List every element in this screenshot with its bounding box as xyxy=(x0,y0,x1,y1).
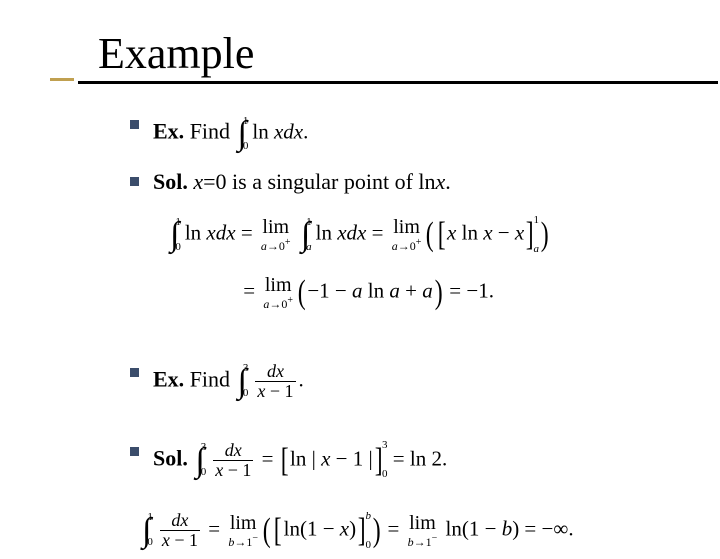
ex-label-2: Ex. xyxy=(153,366,184,391)
title-accent-bar xyxy=(50,78,74,81)
sol-label-2: Sol. xyxy=(153,445,188,470)
bullet-row-4: Sol. ∫30dxx − 1 = [ln | x − 1 |]30 = ln … xyxy=(130,435,720,486)
bullet-row-3: Ex. Find ∫30dxx − 1. xyxy=(130,356,720,407)
bullet-3-math: ∫30dxx − 1. xyxy=(236,356,304,407)
eq-2: ∫30dxx − 1 = [ln | x − 1 |]30 = ln 2. xyxy=(193,435,447,486)
title-underline xyxy=(78,81,718,84)
find-word-2: Find xyxy=(190,366,230,391)
bullet-row-2: Sol. x=0 is a singular point of lnx. xyxy=(130,165,720,198)
bullet-1-text: Ex. Find ∫10ln xdx. xyxy=(153,108,308,159)
find-word: Find xyxy=(190,119,230,144)
bullet-2-text: Sol. x=0 is a singular point of lnx. xyxy=(153,165,451,198)
equation-block-3: ∫10dxx − 1 = limb→1−([ln(1 − x)]b0) = li… xyxy=(130,502,720,559)
bullet-icon xyxy=(130,177,139,186)
bullet-icon xyxy=(130,447,139,456)
bullet-1-math: ∫10ln xdx. xyxy=(236,108,309,159)
slide-content: Ex. Find ∫10ln xdx. Sol. x=0 is a singul… xyxy=(0,84,720,559)
sol-label: Sol. xyxy=(153,169,188,194)
bullet-4-text: Sol. ∫30dxx − 1 = [ln | x − 1 |]30 = ln … xyxy=(153,435,447,486)
bullet-3-text: Ex. Find ∫30dxx − 1. xyxy=(153,356,304,407)
title-area: Example xyxy=(0,28,720,84)
bullet-row-1: Ex. Find ∫10ln xdx. xyxy=(130,108,720,159)
bullet-icon xyxy=(130,368,139,377)
slide: Example Ex. Find ∫10ln xdx. Sol. x=0 is … xyxy=(0,0,720,559)
equation-block-1: ∫10ln xdx = lima→0+ ∫1aln xdx = lima→0+(… xyxy=(130,206,720,322)
slide-title: Example xyxy=(98,28,720,79)
ex-label: Ex. xyxy=(153,119,184,144)
bullet-icon xyxy=(130,120,139,129)
